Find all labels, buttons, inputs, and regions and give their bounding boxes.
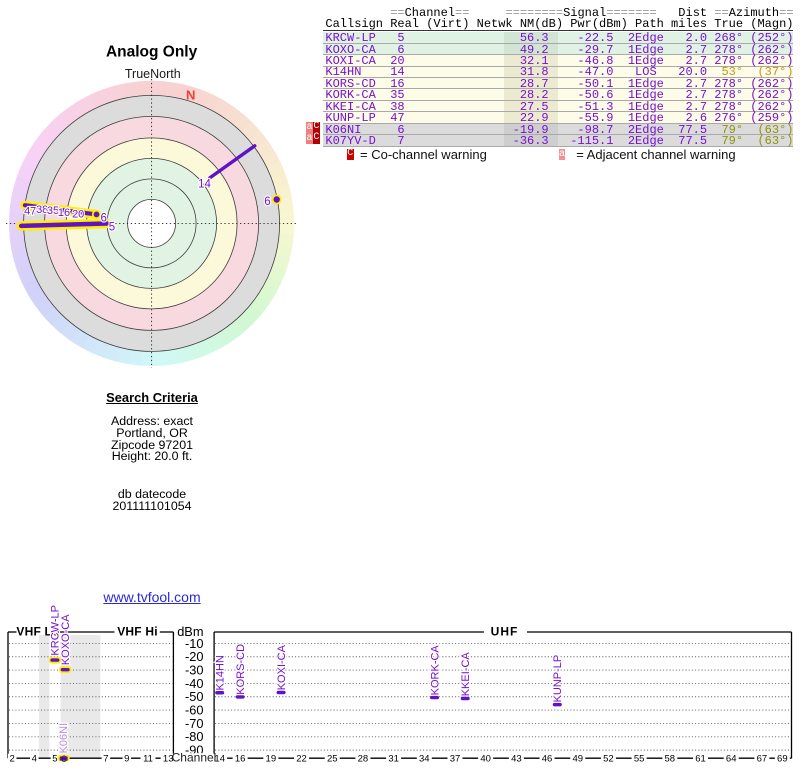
svg-text:KRCW-LP: KRCW-LP bbox=[50, 605, 62, 656]
svg-text:4: 4 bbox=[32, 754, 37, 765]
svg-text:55: 55 bbox=[634, 754, 645, 765]
svg-text:11: 11 bbox=[143, 754, 153, 765]
svg-text:K06NI: K06NI bbox=[58, 723, 70, 754]
svg-text:6: 6 bbox=[61, 754, 66, 765]
svg-text:40: 40 bbox=[480, 754, 491, 765]
svg-text:VHF Hi: VHF Hi bbox=[117, 624, 158, 638]
svg-text:9: 9 bbox=[124, 754, 129, 765]
svg-text:KUNP-LP: KUNP-LP bbox=[552, 655, 564, 703]
svg-text:28: 28 bbox=[358, 754, 369, 765]
svg-text:38: 38 bbox=[36, 204, 48, 216]
svg-text:dBm: dBm bbox=[177, 624, 203, 639]
svg-text:N: N bbox=[186, 88, 195, 103]
svg-text:5: 5 bbox=[52, 754, 57, 765]
svg-text:-50: -50 bbox=[185, 689, 204, 704]
svg-text:-10: -10 bbox=[185, 636, 204, 651]
svg-text:19: 19 bbox=[266, 754, 277, 765]
svg-text:69: 69 bbox=[777, 754, 788, 765]
svg-text:20: 20 bbox=[72, 209, 84, 221]
svg-text:KORK-CA: KORK-CA bbox=[429, 645, 441, 696]
svg-text:16: 16 bbox=[235, 754, 246, 765]
svg-text:14: 14 bbox=[198, 178, 211, 190]
svg-text:-40: -40 bbox=[185, 676, 204, 691]
svg-text:46: 46 bbox=[542, 754, 553, 765]
svg-text:67: 67 bbox=[757, 754, 768, 765]
svg-text:61: 61 bbox=[695, 754, 706, 765]
svg-text:49: 49 bbox=[572, 754, 583, 765]
svg-text:-30: -30 bbox=[185, 663, 204, 678]
svg-text:34: 34 bbox=[419, 754, 430, 765]
svg-text:2: 2 bbox=[10, 754, 15, 765]
svg-text:47: 47 bbox=[24, 206, 36, 218]
svg-text:KOXO-CA: KOXO-CA bbox=[60, 614, 72, 665]
svg-text:5: 5 bbox=[109, 222, 115, 234]
svg-text:K14HN: K14HN bbox=[215, 655, 227, 691]
svg-text:-20: -20 bbox=[185, 649, 204, 664]
svg-text:-60: -60 bbox=[185, 703, 204, 718]
svg-text:31: 31 bbox=[388, 754, 399, 765]
svg-text:6: 6 bbox=[264, 196, 270, 208]
svg-text:13: 13 bbox=[163, 754, 174, 765]
svg-text:35: 35 bbox=[47, 205, 59, 217]
svg-text:52: 52 bbox=[603, 754, 614, 765]
svg-text:25: 25 bbox=[327, 754, 338, 765]
svg-text:-70: -70 bbox=[185, 716, 204, 731]
svg-text:64: 64 bbox=[726, 754, 737, 765]
svg-text:VHF Lo: VHF Lo bbox=[16, 624, 59, 638]
svg-text:KOXI-CA: KOXI-CA bbox=[276, 644, 288, 690]
svg-text:37: 37 bbox=[450, 754, 461, 765]
svg-text:6: 6 bbox=[100, 212, 106, 224]
svg-text:KORS-CD: KORS-CD bbox=[235, 644, 247, 695]
svg-text:43: 43 bbox=[511, 754, 522, 765]
svg-text:KKEI-CA: KKEI-CA bbox=[460, 652, 472, 697]
svg-text:TrueNorth: TrueNorth bbox=[125, 67, 181, 81]
svg-text:22: 22 bbox=[296, 754, 307, 765]
svg-text:-80: -80 bbox=[185, 729, 204, 744]
svg-text:UHF: UHF bbox=[491, 624, 519, 638]
svg-text:16: 16 bbox=[58, 207, 70, 219]
svg-text:Channel: Channel bbox=[172, 751, 217, 765]
svg-text:Analog Only: Analog Only bbox=[106, 44, 198, 61]
svg-text:14: 14 bbox=[214, 754, 225, 765]
svg-text:58: 58 bbox=[665, 754, 676, 765]
svg-text:7: 7 bbox=[103, 754, 108, 765]
